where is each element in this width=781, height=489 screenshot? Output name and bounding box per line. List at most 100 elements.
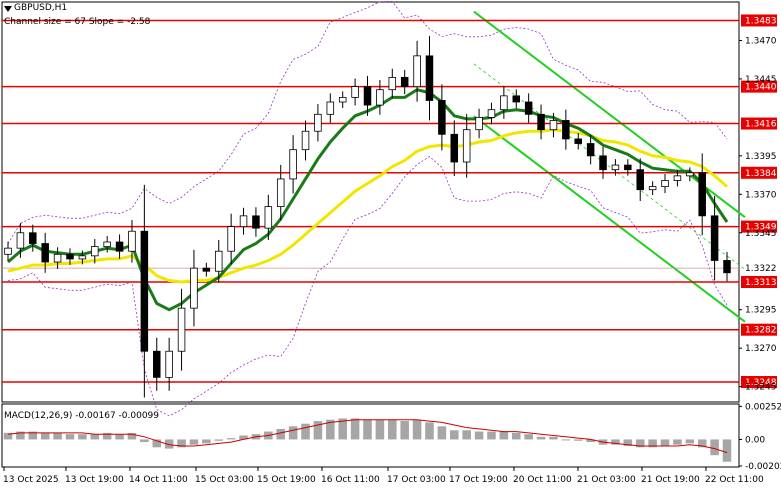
macd-bar <box>338 418 347 440</box>
macd-bar <box>573 439 583 441</box>
candle-body <box>500 95 508 111</box>
candle-body <box>686 172 694 177</box>
candle-body <box>29 232 37 244</box>
macd-bar <box>710 439 719 456</box>
level-label-bg <box>741 220 777 233</box>
macd-bar <box>697 439 707 448</box>
macd-bar <box>288 426 298 440</box>
candle-body <box>314 113 322 132</box>
macd-bar <box>722 439 732 462</box>
macd-bar <box>102 432 112 440</box>
y-tick-label: 1.3470 <box>745 36 777 46</box>
macd-bar <box>462 430 471 440</box>
candle-body <box>91 246 99 257</box>
candle-body <box>462 129 471 163</box>
macd-bar <box>152 439 162 448</box>
candle-body <box>190 267 198 309</box>
candle-body <box>487 109 496 118</box>
x-tick-label: 13 Oct 2025 <box>3 475 59 485</box>
candle-body <box>438 100 446 135</box>
macd-bar <box>437 426 447 440</box>
current-price-label: 1.3322 <box>745 264 777 274</box>
y-tick-label: 1.3370 <box>745 190 777 200</box>
level-label: 1.3483 <box>745 16 777 26</box>
candle-body <box>214 250 223 272</box>
macd-bar <box>78 434 87 440</box>
macd-bar <box>499 431 509 440</box>
candle-body <box>326 101 335 115</box>
candle-body <box>41 243 49 263</box>
symbol-label: GBPUSD,H1 <box>14 3 68 13</box>
macd-bar <box>412 419 422 440</box>
y-tick-label: 1.3395 <box>745 152 777 162</box>
candle-body <box>252 215 260 229</box>
macd-bar <box>226 438 236 440</box>
candle-body <box>363 86 372 106</box>
level-label: 1.3416 <box>745 120 777 130</box>
level-label-bg <box>741 376 777 388</box>
candle-body <box>450 133 459 163</box>
macd-bar <box>611 439 620 445</box>
level-label: 1.3349 <box>745 223 777 233</box>
macd-bar <box>363 419 372 440</box>
candle-body <box>586 143 595 157</box>
macd-signal-line <box>7 419 728 454</box>
macd-bar <box>164 439 174 449</box>
level-label: 1.3440 <box>745 83 777 93</box>
channel-label: Channel size = 67 Slope = -2.58 <box>4 17 151 27</box>
candle-body <box>723 260 731 274</box>
candle-body <box>66 253 74 260</box>
macd-bar <box>400 421 409 440</box>
symbol-dropdown-icon[interactable] <box>4 6 12 12</box>
macd-bar <box>16 431 25 440</box>
y-tick-label: 1.3270 <box>745 344 777 354</box>
candle-body <box>165 350 173 378</box>
macd-bar <box>673 439 682 445</box>
macd-bar <box>239 435 248 440</box>
macd-label: MACD(12,26,9) -0.00167 -0.00099 <box>4 411 160 421</box>
macd-bar <box>685 439 695 444</box>
candle-body <box>128 230 136 252</box>
candle-body <box>239 215 248 228</box>
level-label-bg <box>741 117 777 130</box>
ma-slow-line <box>7 128 728 284</box>
candle-body <box>636 169 644 191</box>
candle-body <box>4 247 12 255</box>
candle-body <box>264 206 273 229</box>
candle-body <box>648 186 657 191</box>
macd-bar <box>375 419 385 440</box>
macd-bar <box>115 434 124 440</box>
candle-body <box>338 96 347 103</box>
candle-body <box>599 155 607 171</box>
macd-bar <box>561 439 571 441</box>
candle-body <box>698 172 706 217</box>
candle-body <box>177 307 186 352</box>
macd-bar <box>388 419 397 440</box>
candle-body <box>537 113 545 131</box>
macd-bar <box>301 423 310 440</box>
level-label: 1.3313 <box>745 278 777 288</box>
macd-bar <box>450 430 459 440</box>
candle-body <box>115 241 124 252</box>
macd-bar <box>214 439 224 441</box>
macd-bar <box>635 439 645 448</box>
level-label: 1.3248 <box>745 378 777 388</box>
x-tick-label: 15 Oct 19:00 <box>257 475 316 485</box>
candle-body <box>549 120 558 131</box>
price-pane <box>1 1 740 403</box>
macd-bar <box>487 431 496 440</box>
candle-body <box>673 175 682 181</box>
macd-bar <box>586 439 595 443</box>
candle-body <box>16 232 25 249</box>
macd-bar <box>28 431 38 440</box>
level-label-bg <box>741 80 777 93</box>
candle-body <box>710 215 719 261</box>
macd-bar <box>524 434 533 440</box>
candle-body <box>289 149 297 180</box>
macd-bar <box>90 434 100 440</box>
x-tick-label: 15 Oct 03:00 <box>195 475 254 485</box>
macd-bar <box>313 421 323 440</box>
y-tick-label: 1.3345 <box>745 229 777 239</box>
candle-body <box>611 164 620 171</box>
candle-body <box>388 76 397 91</box>
